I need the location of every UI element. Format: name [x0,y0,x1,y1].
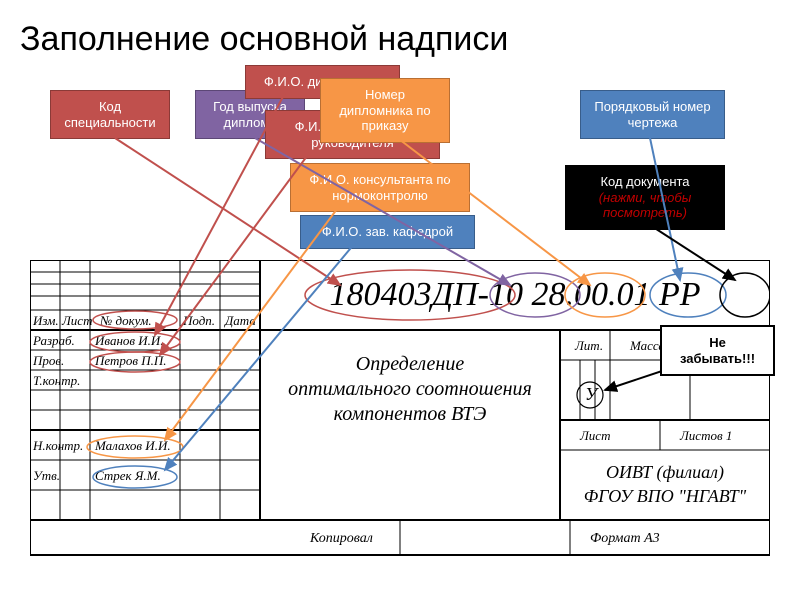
svg-text:Лит.: Лит. [574,338,603,353]
callout-kod-doc[interactable]: Код документа (нажми, чтобы посмотреть) [565,165,725,230]
svg-text:Определение: Определение [356,353,465,375]
svg-text:Листов 1: Листов 1 [679,428,732,443]
svg-text:Утв.: Утв. [33,468,60,483]
callout-nomer-prikaz: Номер дипломника по приказу [320,78,450,143]
callout-ne-zabyvat: Не забывать!!! [660,325,775,376]
title-block-stamp: 180403ДП-10 28.00.01 РР Определение опти… [30,260,770,560]
svg-text:Дата: Дата [223,313,256,328]
kod-doc-hint: (нажми, чтобы посмотреть) [599,190,692,221]
svg-text:ФГОУ ВПО "НГАВТ": ФГОУ ВПО "НГАВТ" [584,486,747,506]
callout-poryadok: Порядковый номер чертежа [580,90,725,139]
svg-text:№ докум.: № докум. [99,313,152,328]
callout-fio-konsult: Ф.И.О. консультанта по нормоконтролю [290,163,470,212]
svg-text:Н.контр.: Н.контр. [32,438,83,453]
svg-text:ОИВТ (филиал): ОИВТ (филиал) [606,462,724,483]
callout-kod-spec: Код специальности [50,90,170,139]
svg-text:Формат А3: Формат А3 [590,531,660,546]
svg-text:Разраб.: Разраб. [32,333,75,348]
page-title: Заполнение основной надписи [20,20,780,59]
svg-text:Стрек Я.М.: Стрек Я.М. [95,468,161,483]
svg-text:Лист: Лист [61,313,92,328]
svg-text:У: У [585,384,599,404]
svg-text:Подп.: Подп. [182,313,215,328]
svg-text:оптимального соотношения: оптимального соотношения [288,378,532,400]
svg-text:Пров.: Пров. [32,353,64,368]
svg-text:Изм.: Изм. [32,313,59,328]
svg-text:компонентов ВТЭ: компонентов ВТЭ [334,403,487,425]
svg-text:Лист: Лист [579,428,610,443]
svg-text:Малахов И.И.: Малахов И.И. [94,438,171,453]
svg-text:Т.контр.: Т.контр. [33,373,80,388]
callout-fio-zav: Ф.И.О. зав. кафедрой [300,215,475,249]
svg-text:Копировал: Копировал [309,531,373,546]
kod-doc-label: Код документа [600,174,689,189]
